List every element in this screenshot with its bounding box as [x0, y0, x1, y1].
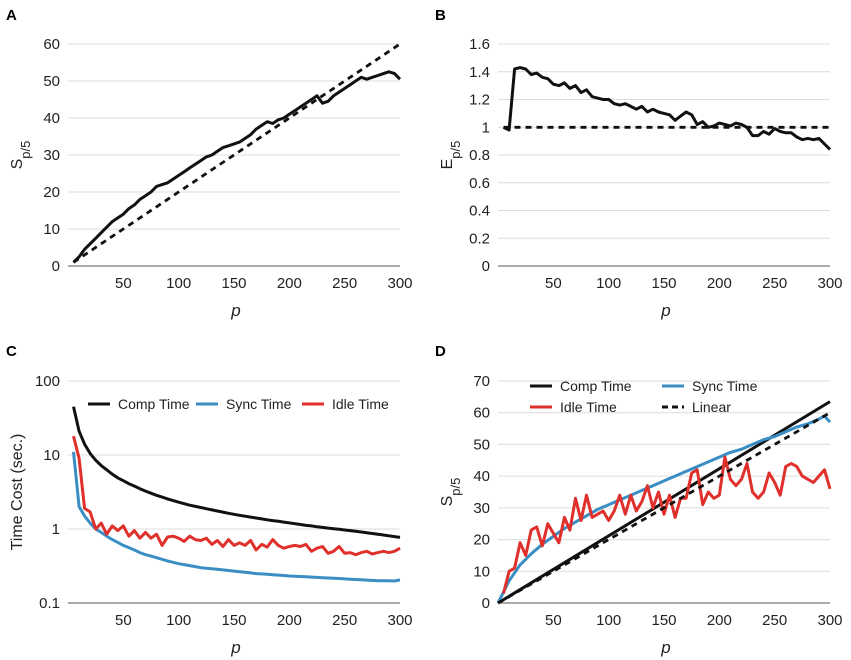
series-idle-time	[72, 435, 401, 557]
x-tick-label: 200	[707, 612, 732, 629]
y-axis-title-sub: p/5	[448, 478, 463, 496]
panel-letter: C	[6, 343, 17, 360]
y-axis-title-main: S	[439, 496, 456, 507]
x-tick-label: 150	[221, 275, 246, 292]
y-axis-title: Sp/5	[9, 141, 33, 170]
y-tick-label: 10	[473, 563, 490, 580]
series-linear	[497, 411, 831, 605]
x-tick-label: 200	[707, 275, 732, 292]
y-tick-label: 0.2	[469, 230, 490, 247]
panel-letter: B	[435, 7, 446, 24]
x-tick-label: 300	[817, 275, 842, 292]
y-tick-label: 50	[473, 436, 490, 453]
y-tick-label: 20	[473, 532, 490, 549]
x-tick-label: 300	[387, 612, 412, 629]
x-tick-label: 300	[387, 275, 412, 292]
legend-label: Comp Time	[118, 396, 190, 412]
y-tick-label: 0.6	[469, 175, 490, 192]
y-axis-title-sub: p/5	[448, 141, 463, 159]
x-tick-label: 150	[651, 612, 676, 629]
y-tick-label: 40	[43, 110, 60, 127]
y-tick-label: 0	[482, 595, 490, 612]
x-tick-label: 250	[332, 275, 357, 292]
x-tick-label: 300	[817, 612, 842, 629]
series-measured-speedup	[72, 70, 402, 264]
x-tick-label: 50	[115, 612, 132, 629]
panel-letter: A	[6, 7, 17, 24]
panel-c: C 0.1 1 10 100 50 100 150 200 250 300 p Time Cost (s…	[6, 343, 413, 657]
panel-d: D 0 10 20 30 40 50 60 70 50 100 150 200 250 300 p Sp/5 Co…	[435, 343, 843, 657]
x-axis-title: p	[660, 638, 670, 657]
legend-label: Idle Time	[332, 396, 389, 412]
y-tick-label: 20	[43, 184, 60, 201]
y-tick-label: 1	[482, 119, 490, 136]
y-axis-title-main: E	[439, 159, 456, 170]
series-measured-efficiency	[502, 66, 832, 151]
x-tick-label: 50	[545, 612, 562, 629]
x-tick-label: 250	[332, 612, 357, 629]
series-idle-time	[502, 455, 832, 594]
y-tick-label: 0	[52, 258, 60, 275]
y-tick-label: 1.4	[469, 64, 490, 81]
x-axis-title: p	[230, 638, 240, 657]
y-tick-label: 1	[52, 521, 60, 538]
y-tick-label: 0.4	[469, 203, 490, 220]
x-tick-label: 250	[762, 612, 787, 629]
y-tick-label: 70	[473, 373, 490, 390]
y-tick-label: 0.1	[39, 595, 60, 612]
series-comp-time	[72, 406, 401, 539]
y-tick-label: 30	[473, 500, 490, 517]
y-tick-label: 0.8	[469, 147, 490, 164]
y-tick-label: 10	[43, 221, 60, 238]
y-tick-label: 60	[473, 405, 490, 422]
x-tick-label: 150	[651, 275, 676, 292]
legend-label: Sync Time	[692, 378, 758, 394]
x-tick-label: 50	[115, 275, 132, 292]
panel-b: B 0 0.2 0.4 0.6 0.8 1 1.2 1.4 1.6 50 100 150 200 250 30…	[435, 7, 843, 320]
x-tick-label: 150	[221, 612, 246, 629]
y-tick-label: 60	[43, 36, 60, 53]
x-tick-label: 100	[166, 275, 191, 292]
legend-label: Idle Time	[560, 399, 617, 415]
y-axis-title-main: S	[9, 159, 26, 170]
y-tick-label: 10	[43, 447, 60, 464]
y-tick-label: 100	[35, 373, 60, 390]
x-tick-label: 50	[545, 275, 562, 292]
series-linear	[72, 42, 401, 264]
x-tick-label: 200	[277, 612, 302, 629]
series-comp-time	[497, 400, 831, 605]
y-tick-label: 30	[43, 147, 60, 164]
x-tick-label: 200	[277, 275, 302, 292]
legend-label: Linear	[692, 399, 731, 415]
y-tick-label: 0	[482, 258, 490, 275]
x-axis-title: p	[230, 301, 240, 320]
panel-a: A 0 10 20 30 40 50 60 50 100 150 200 250 300 p Sp/5	[6, 7, 413, 320]
y-tick-label: 50	[43, 73, 60, 90]
y-tick-label: 1.2	[469, 92, 490, 109]
x-tick-label: 100	[166, 612, 191, 629]
x-tick-label: 100	[596, 275, 621, 292]
series-sync-time	[72, 451, 401, 583]
y-tick-label: 1.6	[469, 36, 490, 53]
x-tick-label: 100	[596, 612, 621, 629]
x-axis-title: p	[660, 301, 670, 320]
y-axis-title-sub: p/5	[18, 141, 33, 159]
y-tick-label: 40	[473, 468, 490, 485]
y-axis-title: Ep/5	[439, 141, 463, 170]
y-axis-title: Time Cost (sec.)	[9, 434, 26, 551]
legend-label: Comp Time	[560, 378, 632, 394]
legend-label: Sync Time	[226, 396, 292, 412]
y-axis-title: Sp/5	[439, 478, 463, 507]
panel-letter: D	[435, 343, 446, 360]
x-tick-label: 250	[762, 275, 787, 292]
